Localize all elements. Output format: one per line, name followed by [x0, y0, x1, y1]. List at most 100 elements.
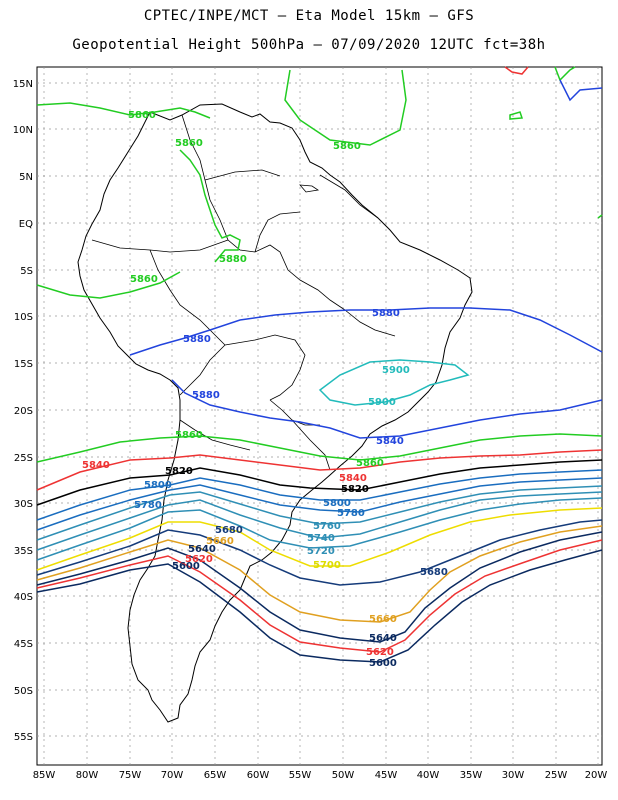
lat-label: 45S	[14, 639, 33, 650]
contour-blue-ne	[559, 79, 603, 102]
contour-label: 5860	[175, 138, 203, 149]
lon-label: 20W	[585, 770, 608, 781]
contour-label: 5860	[130, 274, 158, 285]
contour-label: 5900	[382, 365, 410, 376]
lat-label: 10S	[14, 312, 33, 323]
contour-5700	[36, 507, 603, 571]
contour-label: 5800	[323, 498, 351, 509]
contour-label: 5800	[144, 480, 172, 491]
title-line-2: Geopotential Height 500hPa – 07/09/2020 …	[72, 37, 546, 53]
latitude-labels: 15N 10N 5N EQ 5S 10S 15S 20S 25S 30S 35S…	[13, 79, 33, 743]
contour-label: 5660	[206, 536, 234, 547]
lat-label: 10N	[13, 125, 33, 136]
contour-5860-south	[36, 433, 603, 463]
contour-5720	[36, 497, 603, 561]
contour-label: 5840	[82, 460, 110, 471]
contour-5780	[36, 477, 603, 531]
contour-label: 5860	[128, 110, 156, 121]
lat-label: 30S	[14, 499, 33, 510]
coastline	[77, 103, 473, 723]
contour-label: 5760	[313, 521, 341, 532]
lon-label: 65W	[204, 770, 227, 781]
lat-label: 55S	[14, 732, 33, 743]
lon-label: 80W	[76, 770, 99, 781]
contour-label: 5840	[376, 436, 404, 447]
contour-label: 5640	[188, 544, 216, 555]
contour-5880-south	[171, 379, 603, 439]
contour-5860-north-closed	[284, 69, 407, 146]
contour-label: 5600	[369, 658, 397, 669]
lat-label: EQ	[19, 219, 33, 230]
contour-label: 5860	[175, 430, 203, 441]
contour-5860-east	[597, 214, 603, 219]
contour-5680	[36, 519, 603, 586]
lon-label: 60W	[247, 770, 270, 781]
contour-label: 5780	[134, 500, 162, 511]
lon-label: 50W	[332, 770, 355, 781]
contour-label: 5620	[185, 554, 213, 565]
contour-label: 5740	[307, 533, 335, 544]
contour-5860-west	[36, 271, 181, 299]
contour-label: 5880	[192, 390, 220, 401]
contour-5600	[36, 549, 603, 663]
contour-red-ne	[504, 66, 529, 75]
contour-5760	[36, 485, 603, 541]
contour-label: 5880	[372, 308, 400, 319]
contour-small-ne	[509, 111, 524, 120]
contour-label: 5680	[215, 525, 243, 536]
title-line-1: CPTEC/INPE/MCT – Eta Model 15km – GFS	[143, 8, 475, 24]
contour-label: 5700	[313, 560, 341, 571]
lon-label: 30W	[502, 770, 525, 781]
contour-labels: 5860 5860 5860 5880 5860 5880 5880 5880 …	[82, 110, 448, 669]
lon-label: 55W	[289, 770, 312, 781]
contour-5640	[36, 531, 603, 643]
map-frame	[36, 66, 603, 766]
lat-label: 5N	[19, 172, 33, 183]
contour-5860-north	[36, 102, 211, 119]
lat-label: 15N	[13, 79, 33, 90]
contour-label: 5820	[341, 484, 369, 495]
country-borders	[91, 114, 396, 471]
lat-label: 50S	[14, 686, 33, 697]
contour-label: 5880	[219, 254, 247, 265]
contour-5900	[318, 359, 470, 406]
contour-5880-amazon	[179, 149, 241, 263]
lat-label: 35S	[14, 546, 33, 557]
lon-label: 70W	[161, 770, 184, 781]
lat-label: 40S	[14, 592, 33, 603]
contour-label: 5880	[183, 334, 211, 345]
contour-5820	[36, 459, 603, 506]
contour-5800	[36, 469, 603, 521]
lat-label: 5S	[20, 266, 33, 277]
contour-5740	[36, 491, 603, 551]
lon-label: 75W	[119, 770, 142, 781]
contour-label: 5620	[366, 647, 394, 658]
contour-5860-ne	[554, 66, 576, 82]
contour-5620	[36, 539, 603, 653]
contour-label: 5860	[333, 141, 361, 152]
contour-5660	[36, 525, 603, 623]
longitude-labels: 85W 80W 75W 70W 65W 60W 55W 50W 45W 40W …	[33, 770, 608, 781]
contour-label: 5840	[339, 473, 367, 484]
contour-label: 5660	[369, 614, 397, 625]
lon-label: 85W	[33, 770, 56, 781]
lat-label: 20S	[14, 406, 33, 417]
lon-label: 35W	[460, 770, 483, 781]
contour-label: 5720	[307, 546, 335, 557]
contour-5880	[129, 307, 603, 356]
lat-label: 15S	[14, 359, 33, 370]
lon-label: 45W	[375, 770, 398, 781]
contour-5840	[36, 449, 603, 491]
lon-label: 40W	[417, 770, 440, 781]
contour-lines	[36, 66, 603, 663]
contour-label: 5860	[356, 458, 384, 469]
contour-label: 5780	[337, 508, 365, 519]
contour-label: 5600	[172, 561, 200, 572]
caribbean-islands	[299, 184, 320, 193]
lat-label: 25S	[14, 453, 33, 464]
contour-label: 5820	[165, 466, 193, 477]
contour-label: 5640	[369, 633, 397, 644]
contour-label: 5680	[420, 567, 448, 578]
lon-label: 25W	[545, 770, 568, 781]
